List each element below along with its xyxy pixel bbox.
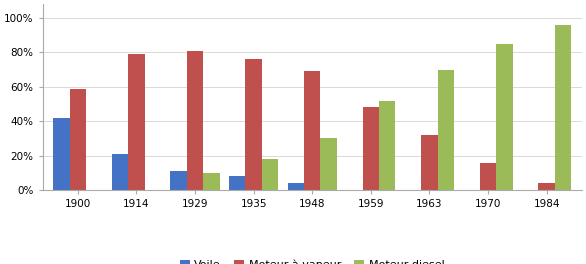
Bar xyxy=(304,71,321,190)
Bar xyxy=(171,171,187,190)
Bar xyxy=(128,54,145,190)
Bar xyxy=(496,44,513,190)
Bar xyxy=(262,159,278,190)
Bar xyxy=(379,101,396,190)
Bar xyxy=(246,59,262,190)
Bar xyxy=(70,88,86,190)
Bar xyxy=(539,183,555,190)
Bar xyxy=(288,183,304,190)
Bar xyxy=(421,135,438,190)
Bar xyxy=(438,70,454,190)
Bar xyxy=(187,51,203,190)
Legend: Voile, Moteur à vapeur, Moteur diesel: Voile, Moteur à vapeur, Moteur diesel xyxy=(175,255,449,264)
Bar xyxy=(321,138,337,190)
Bar xyxy=(480,163,496,190)
Bar xyxy=(112,154,128,190)
Bar xyxy=(203,173,220,190)
Bar xyxy=(53,118,70,190)
Bar xyxy=(363,107,379,190)
Bar xyxy=(229,176,246,190)
Bar xyxy=(555,25,571,190)
